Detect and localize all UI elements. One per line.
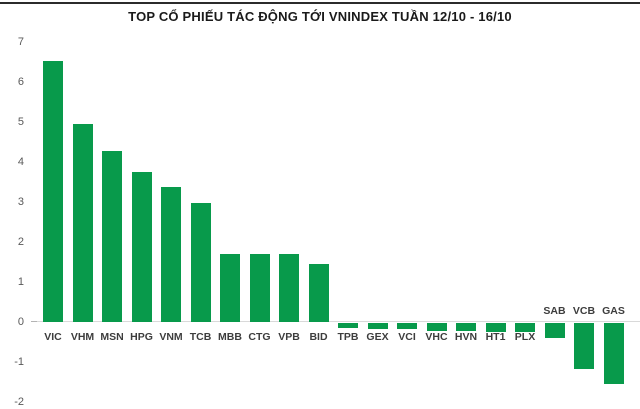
category-label-plx: PLX xyxy=(514,331,536,343)
zero-tick-mark xyxy=(31,321,37,322)
category-label-vci: VCI xyxy=(398,331,416,343)
category-label-tpb: TPB xyxy=(337,331,359,343)
y-axis-tick-label: -2 xyxy=(14,396,24,408)
top-border-line xyxy=(0,2,640,4)
y-axis-tick-label: 5 xyxy=(17,116,24,128)
category-label-hvn: HVN xyxy=(454,331,478,343)
bar-vnm xyxy=(161,186,181,322)
bar-msn xyxy=(102,150,122,322)
category-label-vhm: VHM xyxy=(70,331,95,343)
bar-vhm xyxy=(72,124,93,322)
bar-gex xyxy=(367,323,388,329)
bar-hvn xyxy=(456,323,476,332)
x-axis-line xyxy=(37,321,640,322)
y-axis-tick-label: 6 xyxy=(17,76,24,88)
chart-title: TOP CỔ PHIẾU TÁC ĐỘNG TỚI VNINDEX TUẦN 1… xyxy=(128,9,512,24)
category-label-vcb: VCB xyxy=(572,305,596,317)
category-label-sab: SAB xyxy=(543,305,566,317)
y-axis-tick-label: 4 xyxy=(17,156,24,168)
category-label-msn: MSN xyxy=(100,331,124,343)
category-label-gex: GEX xyxy=(366,331,389,343)
bar-hpg xyxy=(131,171,152,322)
y-axis-tick-label: 2 xyxy=(17,236,24,248)
bar-plx xyxy=(515,323,535,333)
bar-tcb xyxy=(190,202,211,322)
bar-ctg xyxy=(249,254,270,322)
y-axis-tick-label: -1 xyxy=(14,356,24,368)
bar-vpb xyxy=(279,254,299,322)
bar-gas xyxy=(603,323,624,384)
bar-ht1 xyxy=(485,323,506,332)
category-label-vpb: VPB xyxy=(278,331,300,343)
bar-vic xyxy=(43,60,63,322)
bar-vci xyxy=(397,323,417,330)
y-axis-tick-label: 7 xyxy=(17,36,24,48)
bar-mbb xyxy=(220,253,240,322)
y-axis-tick-label: 0 xyxy=(17,316,24,328)
bar-vhc xyxy=(426,323,447,331)
category-label-gas: GAS xyxy=(602,305,625,317)
category-label-ht1: HT1 xyxy=(485,331,506,343)
category-label-ctg: CTG xyxy=(248,331,271,343)
category-label-bid: BID xyxy=(309,331,328,343)
category-label-vic: VIC xyxy=(44,331,62,343)
y-axis-tick-label: 1 xyxy=(17,276,24,288)
category-label-vhc: VHC xyxy=(425,331,448,343)
bar-vcb xyxy=(574,323,594,369)
category-label-vnm: VNM xyxy=(159,331,183,343)
category-label-mbb: MBB xyxy=(218,331,242,343)
bar-bid xyxy=(308,264,329,322)
category-label-tcb: TCB xyxy=(189,331,212,343)
bar-tpb xyxy=(338,323,358,329)
bar-sab xyxy=(544,323,565,339)
category-label-hpg: HPG xyxy=(130,331,153,343)
y-axis-tick-label: 3 xyxy=(17,196,24,208)
